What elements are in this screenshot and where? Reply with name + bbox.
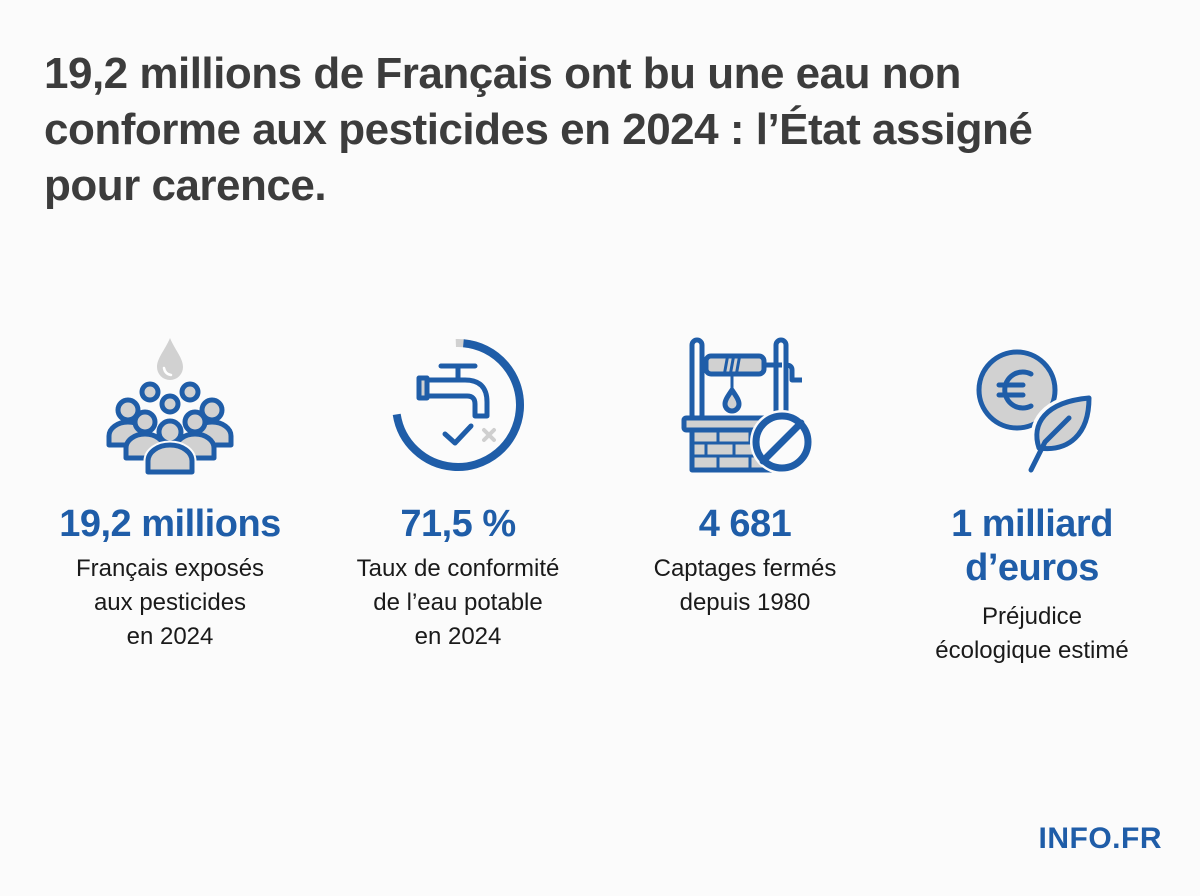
headline: 19,2 millions de Français ont bu une eau… bbox=[44, 49, 1033, 210]
people-water-drop-icon bbox=[25, 330, 315, 480]
euro-coin-leaf-icon bbox=[887, 330, 1177, 480]
stat-value: 71,5 % bbox=[400, 503, 516, 545]
stat-ecological-damage: 1 milliard d’euros Préjudice écologique … bbox=[887, 330, 1177, 668]
stat-exposed-population: 19,2 millions Français exposés aux pesti… bbox=[25, 330, 315, 654]
stat-closed-catchments: 4 681 Captages fermés depuis 1980 bbox=[600, 330, 890, 620]
stat-compliance-rate: 71,5 % Taux de conformité de l’eau potab… bbox=[313, 330, 603, 654]
well-prohibited-icon bbox=[600, 330, 890, 480]
stat-value: 1 milliard d’euros bbox=[951, 503, 1113, 589]
stat-label: Taux de conformité de l’eau potable en 2… bbox=[356, 555, 560, 650]
brand-logo: INFO.FR bbox=[1038, 822, 1162, 855]
stat-value: 4 681 bbox=[698, 503, 792, 545]
stat-value: 19,2 millions bbox=[59, 503, 281, 545]
stat-label: Français exposés aux pesticides en 2024 bbox=[75, 555, 265, 650]
faucet-progress-ring-icon bbox=[313, 330, 603, 480]
stat-label: Captages fermés depuis 1980 bbox=[653, 555, 837, 616]
stat-label: Préjudice écologique estimé bbox=[935, 603, 1129, 664]
